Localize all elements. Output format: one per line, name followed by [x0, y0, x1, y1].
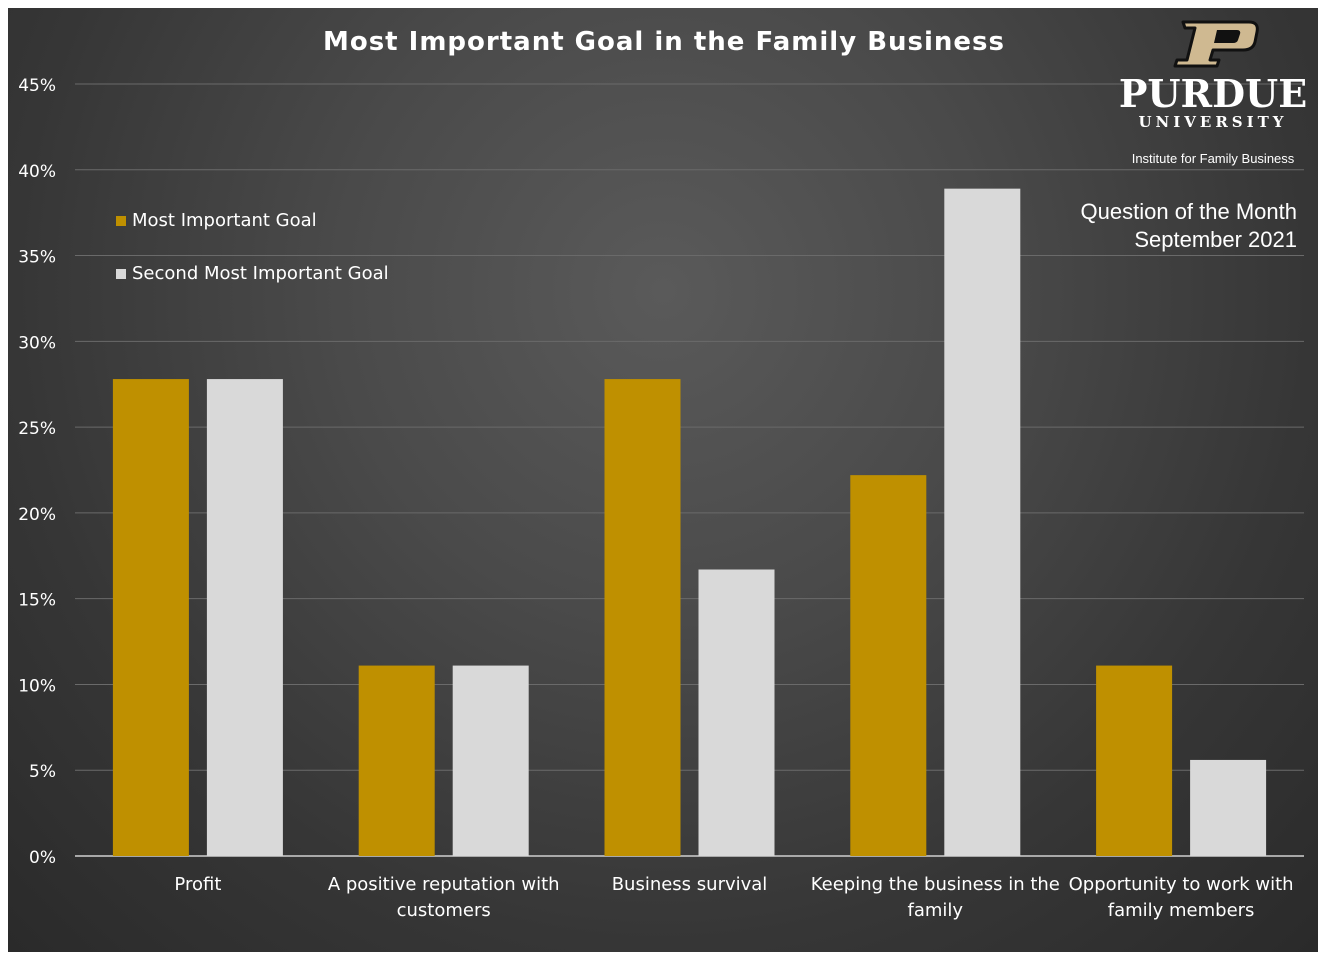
x-tick-label: family members	[1108, 900, 1255, 921]
legend-swatch	[116, 216, 126, 226]
question-of-month: Question of the Month September 2021	[1081, 198, 1297, 254]
subtitle-line-1: Question of the Month	[1080, 199, 1297, 224]
legend: Most Important Goal Second Most Important…	[116, 210, 389, 284]
bar	[604, 379, 681, 856]
purdue-logo: PURDUE UNIVERSITY Institute for Family B…	[1118, 18, 1308, 166]
y-tick-label: 10%	[18, 676, 56, 696]
chart-background: Most Important Goal in the Family Busine…	[8, 8, 1318, 952]
bars	[112, 188, 1267, 856]
y-tick-label: 25%	[18, 419, 56, 439]
y-tick-label: 40%	[18, 162, 56, 182]
x-tick-label: Business survival	[612, 874, 768, 895]
purdue-wordmark: PURDUE	[1118, 71, 1308, 116]
x-tick-label: Profit	[174, 874, 221, 895]
purdue-p-icon	[1173, 20, 1259, 68]
bar	[850, 475, 927, 856]
x-axis: Profit A positive reputation with customer…	[174, 874, 1293, 921]
bar	[698, 569, 775, 856]
y-tick-label: 0%	[29, 848, 56, 868]
subtitle-line-2: September 2021	[1134, 227, 1297, 252]
bar	[1190, 759, 1267, 856]
legend-label: Second Most Important Goal	[132, 263, 389, 284]
chart-title: Most Important Goal in the Family Busine…	[323, 27, 1005, 57]
university-wordmark: UNIVERSITY	[1138, 113, 1288, 131]
chart: Most Important Goal in the Family Busine…	[18, 27, 1304, 921]
y-tick-label: 30%	[18, 333, 56, 353]
bar	[452, 665, 529, 856]
legend-swatch	[116, 269, 126, 279]
bar	[358, 665, 435, 856]
y-tick-label: 45%	[18, 76, 56, 96]
x-tick-label: family	[908, 900, 964, 921]
institute-name: Institute for Family Business	[1131, 151, 1295, 166]
bar	[206, 379, 283, 856]
y-tick-label: 20%	[18, 505, 56, 525]
bar	[1096, 665, 1173, 856]
x-tick-label: A positive reputation with	[328, 874, 560, 895]
bar	[112, 379, 189, 856]
x-tick-label: Opportunity to work with	[1069, 874, 1294, 895]
x-tick-label: customers	[397, 900, 491, 921]
legend-label: Most Important Goal	[132, 210, 317, 231]
bar	[944, 188, 1021, 856]
x-tick-label: Keeping the business in the	[811, 874, 1060, 895]
y-tick-label: 35%	[18, 248, 56, 268]
y-tick-label: 5%	[29, 762, 56, 782]
y-tick-label: 15%	[18, 591, 56, 611]
